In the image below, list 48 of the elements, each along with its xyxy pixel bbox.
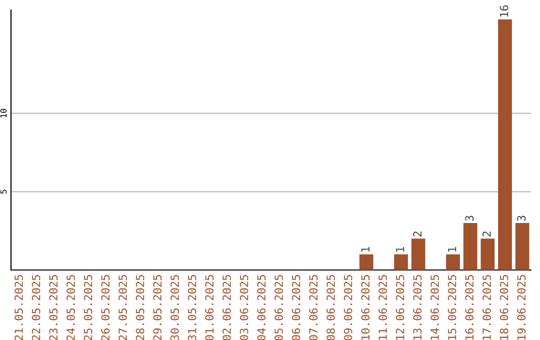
- bar: [515, 223, 530, 270]
- x-tick-label: 14.06.2025: [430, 275, 439, 340]
- data-label: 1: [396, 247, 404, 252]
- x-tick-label: 10.06.2025: [361, 275, 370, 340]
- x-tick-label: 18.06.2025: [500, 275, 508, 340]
- x-tick-label: 04.06.2025: [257, 275, 266, 340]
- x-tick-label: 30.05.2025: [170, 275, 179, 340]
- x-tick-label: 23.05.2025: [49, 275, 58, 340]
- x-tick-label: 03.06.2025: [240, 275, 248, 340]
- data-label: 1: [448, 247, 456, 252]
- x-tick-label: 25.05.2025: [84, 275, 92, 340]
- bar: [463, 223, 478, 270]
- bar: [480, 238, 495, 270]
- x-tick-label: 28.05.2025: [136, 275, 144, 340]
- data-label: 2: [413, 232, 422, 236]
- x-tick-label: 17.06.2025: [482, 275, 491, 340]
- x-tick-label: 15.06.2025: [448, 275, 456, 340]
- y-tick-label: 5: [0, 190, 7, 194]
- x-tick-label: 21.05.2025: [14, 275, 23, 340]
- x-tick-label: 16.06.2025: [465, 275, 474, 340]
- y-tick-label: 10: [0, 108, 7, 118]
- bar: [359, 254, 374, 270]
- bar: [411, 238, 426, 270]
- bar: [394, 254, 408, 270]
- x-tick-label: 05.06.2025: [274, 275, 283, 340]
- x-tick-label: 31.05.2025: [188, 275, 196, 340]
- x-tick-label: 12.06.2025: [396, 275, 404, 340]
- x-tick-label: 29.05.2025: [153, 275, 162, 340]
- data-label: 3: [465, 216, 474, 221]
- x-tick-label: 02.06.2025: [222, 275, 231, 340]
- x-tick-label: 26.05.2025: [101, 275, 110, 340]
- x-tick-label: 24.05.2025: [66, 275, 75, 340]
- x-tick-label: 08.06.2025: [326, 275, 335, 340]
- bar: [498, 19, 512, 270]
- x-tick-label: 27.05.2025: [118, 275, 127, 340]
- x-tick-label: 09.06.2025: [344, 275, 352, 340]
- x-tick-label: 01.06.2025: [205, 275, 214, 340]
- x-tick-label: 13.06.2025: [413, 275, 422, 340]
- data-label: 16: [500, 5, 508, 17]
- data-label: 2: [482, 232, 491, 236]
- x-tick-label: 11.06.2025: [378, 275, 387, 340]
- data-label: 1: [361, 247, 370, 252]
- x-tick-label: 06.06.2025: [292, 275, 300, 340]
- data-label: 3: [517, 216, 526, 221]
- bar: [446, 254, 460, 270]
- x-tick-label: 22.05.2025: [32, 275, 40, 340]
- x-tick-label: 19.06.2025: [517, 275, 526, 340]
- x-tick-label: 07.06.2025: [309, 275, 318, 340]
